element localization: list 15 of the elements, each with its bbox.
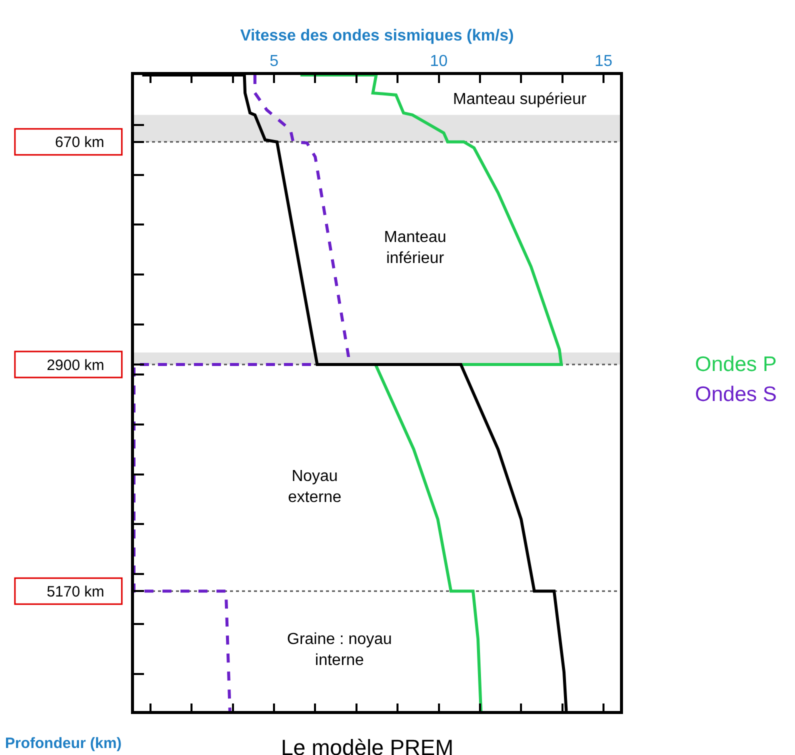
y-axis-title: Profondeur (km) <box>5 735 122 752</box>
x-axis-title: Vitesse des ondes sismiques (km/s) <box>240 28 514 45</box>
text: Ondes P <box>695 353 777 376</box>
y-tick-label: 2900 km <box>46 356 104 374</box>
annotation: Noyau externe <box>288 468 342 506</box>
x-tick-label: 10 <box>430 52 448 70</box>
text: Le modèle PREM <box>281 735 454 755</box>
annotation: Manteau supérieur <box>453 91 588 108</box>
annotation: Graine : noyau interne <box>287 631 392 669</box>
y-tick-label: 670 km <box>55 134 104 152</box>
y-tick-label: 5170 km <box>46 583 104 600</box>
x-tick-label: 15 <box>594 52 613 70</box>
x-tick-label: 5 <box>270 52 279 70</box>
annotation: Manteau inférieur <box>384 229 446 267</box>
text: Ondes S <box>695 383 777 406</box>
